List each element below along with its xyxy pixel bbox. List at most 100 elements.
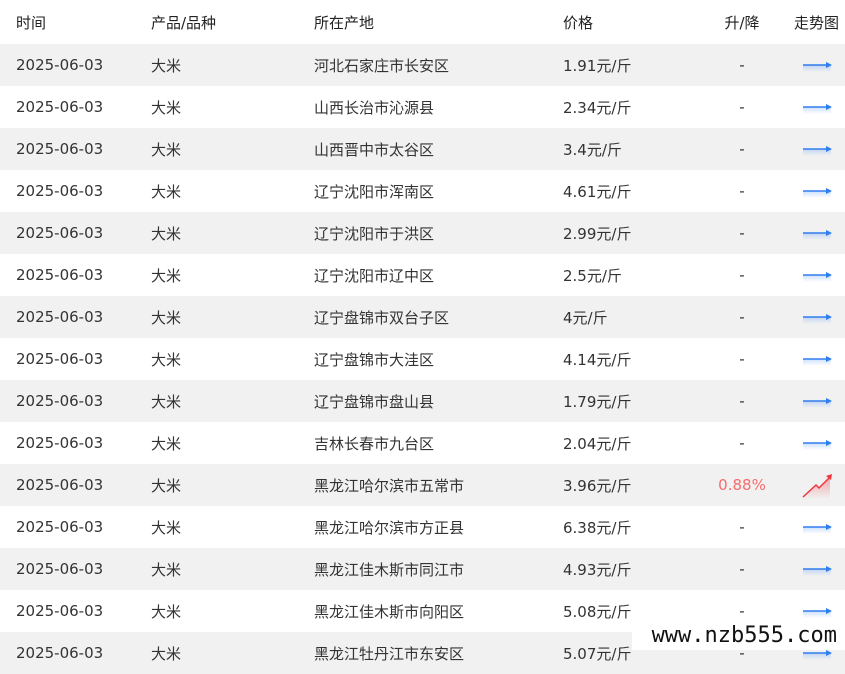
trend-cell[interactable]: [788, 268, 845, 282]
cell-change: -: [739, 350, 745, 368]
cell-price: 3.4元/斤: [563, 140, 622, 159]
trend-flat-icon[interactable]: [801, 184, 833, 198]
cell-origin: 辽宁盘锦市大洼区: [314, 350, 435, 369]
table-row[interactable]: 2025-06-03 大米 辽宁盘锦市双台子区 4元/斤 -: [0, 296, 845, 338]
header-trend: 走势图: [793, 13, 839, 32]
trend-cell[interactable]: [788, 100, 845, 114]
table-row[interactable]: 2025-06-03 大米 吉林长春市九台区 2.04元/斤 -: [0, 422, 845, 464]
trend-cell[interactable]: [788, 562, 845, 576]
table-row[interactable]: 2025-06-03 大米 河北石家庄市长安区 1.91元/斤 -: [0, 44, 845, 86]
trend-cell[interactable]: [788, 394, 845, 408]
cell-time: 2025-06-03: [16, 350, 104, 368]
table-row[interactable]: 2025-06-03 大米 黑龙江佳木斯市向阳区 5.08元/斤 -: [0, 590, 845, 632]
trend-cell[interactable]: [788, 471, 845, 499]
trend-flat-icon[interactable]: [801, 226, 833, 240]
trend-flat-icon[interactable]: [801, 268, 833, 282]
trend-flat-icon[interactable]: [801, 436, 833, 450]
trend-flat-icon[interactable]: [801, 520, 833, 534]
cell-time: 2025-06-03: [16, 602, 104, 620]
cell-price: 5.07元/斤: [563, 644, 632, 663]
cell-product: 大米: [151, 140, 182, 159]
cell-change: -: [739, 308, 745, 326]
cell-change: -: [739, 224, 745, 242]
cell-time: 2025-06-03: [16, 308, 104, 326]
trend-cell[interactable]: [788, 604, 845, 618]
cell-price: 6.38元/斤: [563, 518, 632, 537]
header-change: 升/降: [724, 13, 760, 32]
trend-cell[interactable]: [788, 226, 845, 240]
trend-cell[interactable]: [788, 142, 845, 156]
header-time: 时间: [16, 13, 47, 32]
cell-origin: 河北石家庄市长安区: [314, 56, 450, 75]
trend-cell[interactable]: [788, 58, 845, 72]
cell-price: 3.96元/斤: [563, 476, 632, 495]
cell-change: 0.88%: [718, 476, 766, 494]
cell-origin: 辽宁盘锦市盘山县: [314, 392, 435, 411]
table-row[interactable]: 2025-06-03 大米 辽宁沈阳市于洪区 2.99元/斤 -: [0, 212, 845, 254]
cell-product: 大米: [151, 56, 182, 75]
trend-cell[interactable]: [788, 646, 845, 660]
trend-flat-icon[interactable]: [801, 604, 833, 618]
table-row[interactable]: 2025-06-03 大米 辽宁沈阳市浑南区 4.61元/斤 -: [0, 170, 845, 212]
cell-product: 大米: [151, 308, 182, 327]
cell-origin: 黑龙江佳木斯市同江市: [314, 560, 465, 579]
cell-origin: 吉林长春市九台区: [314, 434, 435, 453]
header-price: 价格: [563, 13, 594, 32]
cell-product: 大米: [151, 182, 182, 201]
cell-origin: 辽宁沈阳市于洪区: [314, 224, 435, 243]
trend-cell[interactable]: [788, 436, 845, 450]
cell-time: 2025-06-03: [16, 518, 104, 536]
trend-flat-icon[interactable]: [801, 142, 833, 156]
cell-change: -: [739, 56, 745, 74]
trend-flat-icon[interactable]: [801, 352, 833, 366]
cell-price: 1.79元/斤: [563, 392, 632, 411]
trend-cell[interactable]: [788, 310, 845, 324]
cell-product: 大米: [151, 350, 182, 369]
cell-price: 4.61元/斤: [563, 182, 632, 201]
cell-time: 2025-06-03: [16, 266, 104, 284]
trend-cell[interactable]: [788, 184, 845, 198]
table-row[interactable]: 2025-06-03 大米 山西晋中市太谷区 3.4元/斤 -: [0, 128, 845, 170]
cell-change: -: [739, 392, 745, 410]
cell-price: 4.93元/斤: [563, 560, 632, 579]
trend-flat-icon[interactable]: [801, 646, 833, 660]
trend-flat-icon[interactable]: [801, 562, 833, 576]
cell-price: 1.91元/斤: [563, 56, 632, 75]
watermark: www.nzb555.com: [632, 622, 845, 650]
cell-time: 2025-06-03: [16, 434, 104, 452]
trend-cell[interactable]: [788, 520, 845, 534]
cell-product: 大米: [151, 560, 182, 579]
table-row[interactable]: 2025-06-03 大米 辽宁盘锦市大洼区 4.14元/斤 -: [0, 338, 845, 380]
cell-change: -: [739, 266, 745, 284]
table-row[interactable]: 2025-06-03 大米 黑龙江哈尔滨市方正县 6.38元/斤 -: [0, 506, 845, 548]
table-row[interactable]: 2025-06-03 大米 辽宁沈阳市辽中区 2.5元/斤 -: [0, 254, 845, 296]
cell-time: 2025-06-03: [16, 560, 104, 578]
table-row[interactable]: 2025-06-03 大米 黑龙江佳木斯市同江市 4.93元/斤 -: [0, 548, 845, 590]
cell-product: 大米: [151, 266, 182, 285]
cell-product: 大米: [151, 224, 182, 243]
cell-price: 4.14元/斤: [563, 350, 632, 369]
table-row[interactable]: 2025-06-03 大米 辽宁盘锦市盘山县 1.79元/斤 -: [0, 380, 845, 422]
cell-time: 2025-06-03: [16, 392, 104, 410]
trend-flat-icon[interactable]: [801, 58, 833, 72]
cell-product: 大米: [151, 392, 182, 411]
trend-cell[interactable]: [788, 352, 845, 366]
cell-change: -: [739, 560, 745, 578]
cell-time: 2025-06-03: [16, 140, 104, 158]
cell-origin: 黑龙江佳木斯市向阳区: [314, 602, 465, 621]
cell-origin: 山西晋中市太谷区: [314, 140, 435, 159]
cell-change: -: [739, 518, 745, 536]
table-row[interactable]: 2025-06-03 大米 黑龙江哈尔滨市五常市 3.96元/斤 0.88%: [0, 464, 845, 506]
table-row[interactable]: 2025-06-03 大米 山西长治市沁源县 2.34元/斤 -: [0, 86, 845, 128]
header-product: 产品/品种: [151, 13, 217, 32]
cell-origin: 山西长治市沁源县: [314, 98, 435, 117]
trend-up-icon[interactable]: [801, 471, 833, 499]
cell-origin: 辽宁沈阳市浑南区: [314, 182, 435, 201]
cell-origin: 黑龙江哈尔滨市五常市: [314, 476, 465, 495]
cell-product: 大米: [151, 98, 182, 117]
trend-flat-icon[interactable]: [801, 394, 833, 408]
trend-flat-icon[interactable]: [801, 100, 833, 114]
cell-origin: 辽宁沈阳市辽中区: [314, 266, 435, 285]
trend-flat-icon[interactable]: [801, 310, 833, 324]
cell-change: -: [739, 602, 745, 620]
